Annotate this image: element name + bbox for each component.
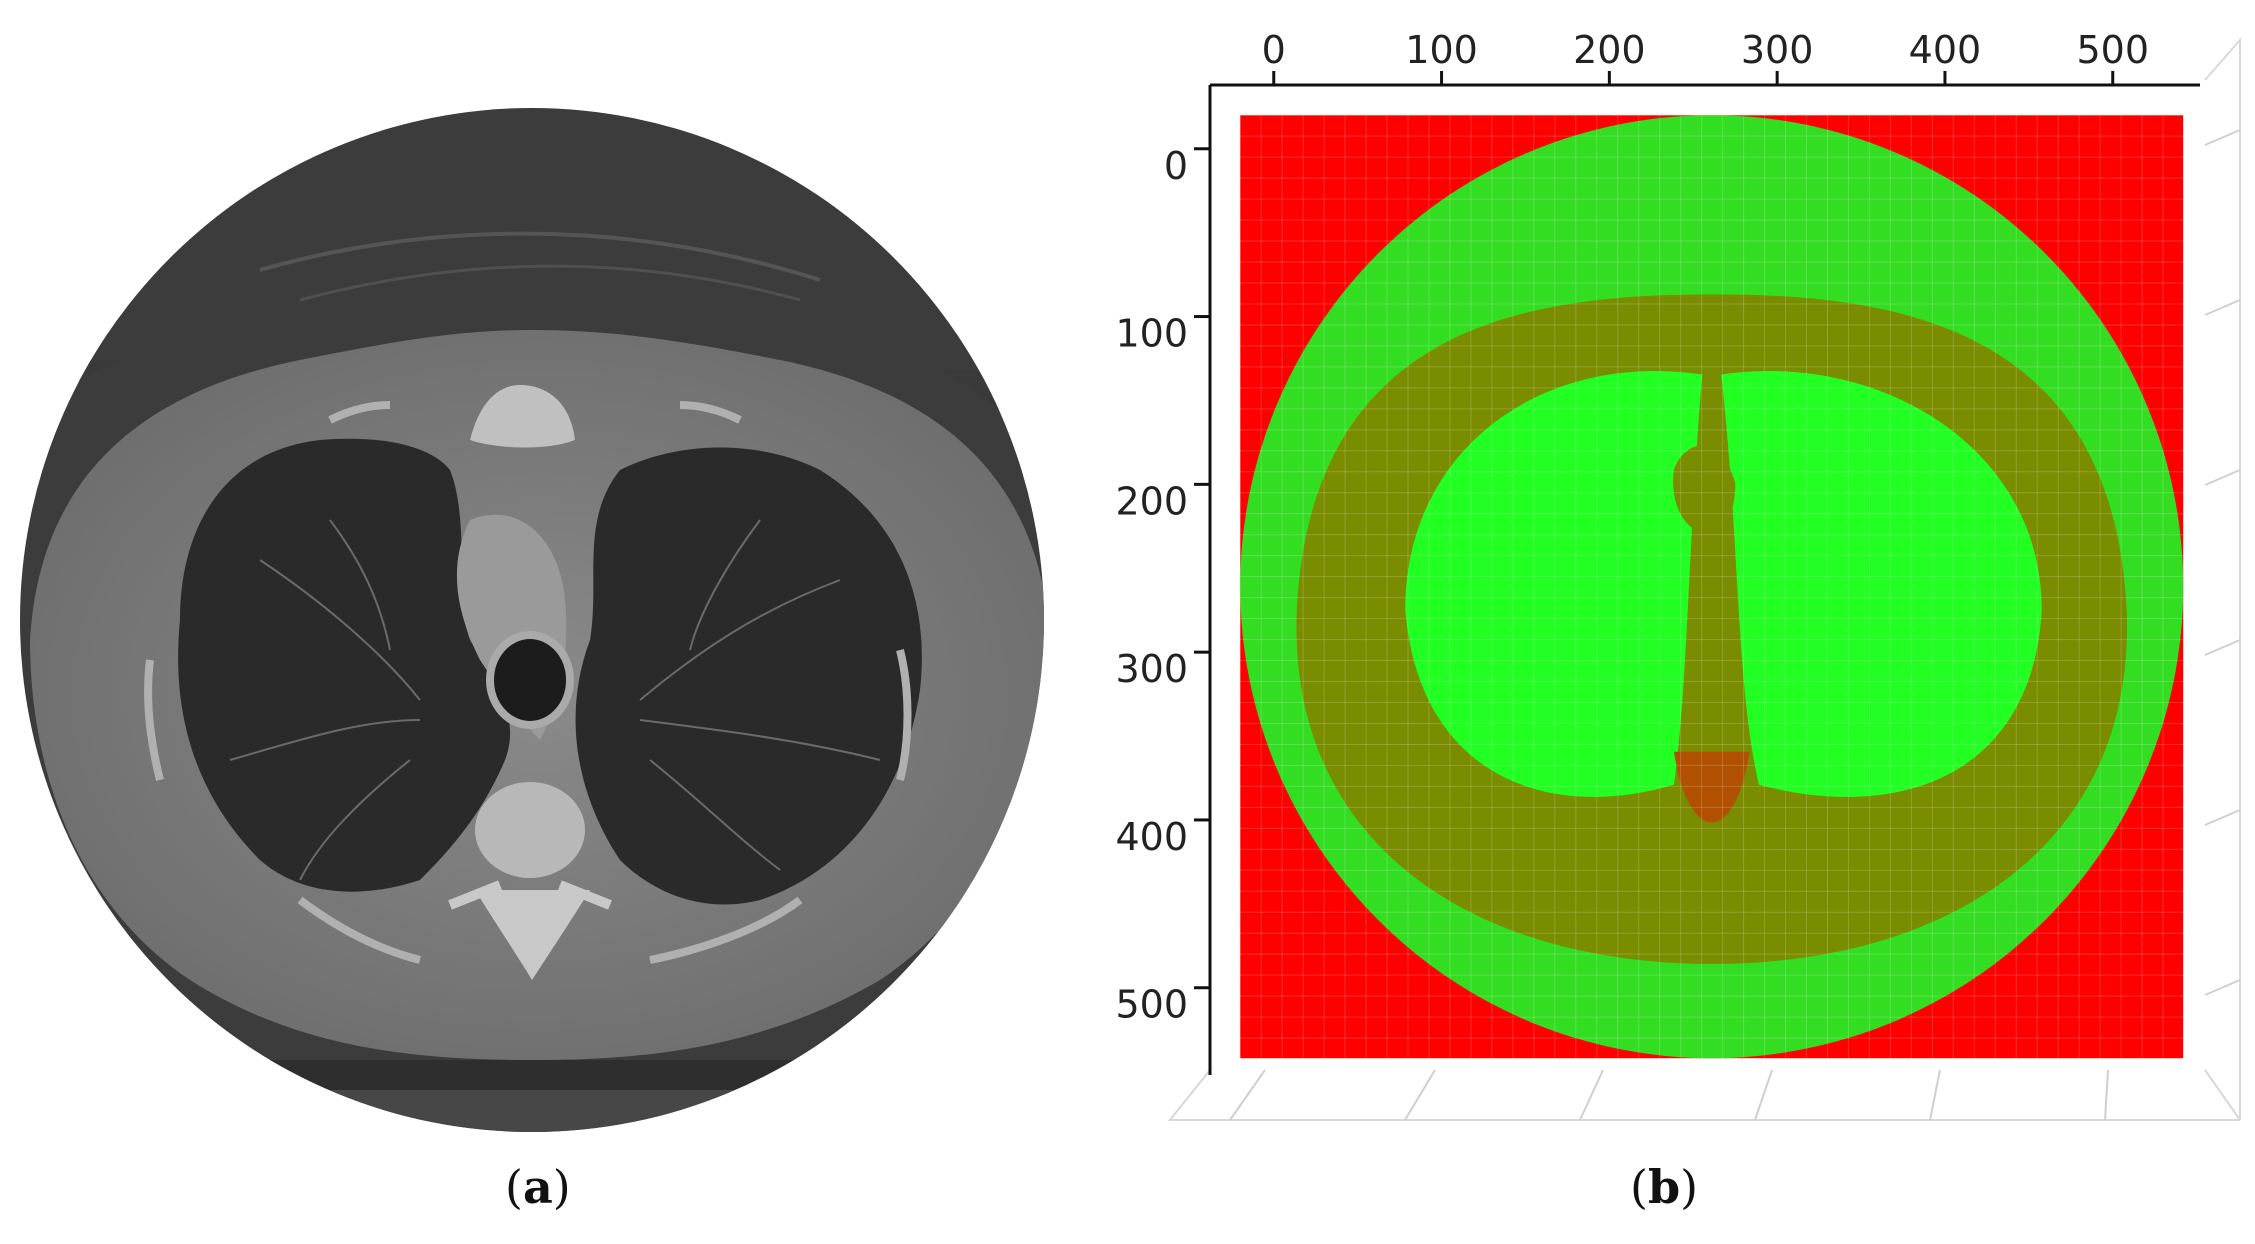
axes [1208, 83, 2200, 1075]
caption-b-letter: b [1647, 1160, 1681, 1214]
caption-b-close: ) [1680, 1160, 1699, 1214]
x-tick-label: 200 [1573, 28, 1646, 72]
x-tick-label: 0 [1262, 28, 1286, 72]
heatmap-gridlines [1239, 114, 2184, 1059]
x-tick-label: 400 [1909, 28, 1982, 72]
caption-a: (a) [505, 1160, 571, 1214]
caption-b: (b) [1630, 1160, 1698, 1214]
caption-a-letter: a [522, 1160, 553, 1214]
floor-grid [1229, 129, 2241, 1121]
heatmap-mediastinum [1673, 445, 1736, 534]
y-tick-label: 400 [1115, 815, 1188, 859]
y-tick-label: 100 [1115, 312, 1188, 356]
heatmap-lung-right [1405, 370, 1703, 797]
x-axis-ticks: 0 100 200 300 400 500 [1262, 28, 2149, 85]
panel-b: 0 100 200 300 400 500 0 100 200 300 400 500 (b) [1090, 0, 2255, 1244]
caption-b-open: ( [1630, 1160, 1648, 1214]
y-tick-label: 300 [1115, 647, 1188, 691]
y-tick-label: 500 [1115, 983, 1188, 1027]
heatmap-spine-region [1673, 751, 1750, 823]
box-frame [1167, 37, 2241, 1121]
ct-scan-image [20, 108, 1044, 1132]
panel-a: (a) [0, 0, 1090, 1244]
heatmap-lung-left [1721, 370, 2042, 797]
y-tick-label: 200 [1115, 479, 1188, 523]
heatmap-image [1240, 115, 2184, 1059]
caption-a-open: ( [505, 1160, 523, 1214]
x-tick-label: 300 [1741, 28, 1814, 72]
x-tick-label: 100 [1405, 28, 1478, 72]
caption-a-close: ) [552, 1160, 571, 1214]
y-axis-ticks: 0 100 200 300 400 500 [1115, 144, 1210, 1027]
x-tick-label: 500 [2076, 28, 2149, 72]
y-tick-label: 0 [1164, 144, 1188, 188]
heatmap-chart: 0 100 200 300 400 500 0 100 200 300 400 500 [1115, 28, 2241, 1121]
